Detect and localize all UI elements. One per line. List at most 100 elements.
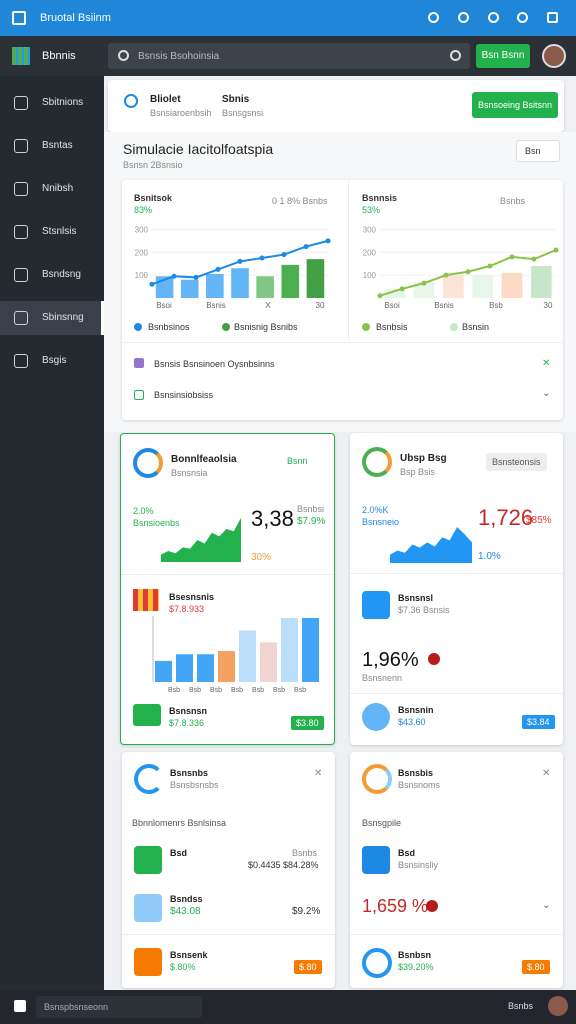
big-sub: Bsnsnenn — [362, 673, 403, 683]
item-right: $9.2% — [292, 906, 321, 917]
chart-title: Bsnnsis — [362, 193, 398, 203]
item-value: $43.08 — [170, 906, 201, 917]
bar — [155, 660, 172, 682]
sidebar-item[interactable]: Stsnlsis — [0, 215, 104, 249]
bar — [176, 654, 193, 682]
app-icon — [12, 11, 26, 25]
donut-icon — [134, 764, 164, 794]
sidebar-label: Bsntas — [42, 140, 73, 151]
sidebar-item[interactable]: Bsndsng — [0, 258, 104, 292]
close[interactable]: ✕ — [542, 768, 551, 779]
sidebar-item[interactable]: Sbitnions — [0, 86, 104, 120]
legend-label: Bsnsin — [462, 322, 490, 332]
divider — [350, 934, 563, 935]
chevron[interactable]: ⌄ — [542, 900, 551, 911]
tile — [362, 846, 390, 874]
divider — [350, 573, 563, 574]
sidebar-label: Sbinsnng — [42, 312, 84, 323]
card-action[interactable]: Bsnsteonsis — [486, 453, 547, 471]
dropdown[interactable]: Bsn — [516, 140, 560, 162]
y-tick-label: 100 — [363, 271, 377, 280]
sidebar-icon — [14, 96, 28, 110]
row-icon — [134, 358, 144, 368]
card-title: Bsnsbis — [398, 768, 434, 778]
x-tick-label: Bsb — [231, 687, 243, 694]
legend-dot — [362, 323, 370, 331]
item-name: Bsnsenk — [170, 950, 208, 960]
tab-sub: Bsnsgsnsi — [222, 108, 264, 118]
row-title: Bbnnlomenrs Bsnlsinsa — [132, 818, 227, 828]
sidebar-label: Stsnlsis — [42, 226, 77, 237]
card-title: Bsnsnsl — [398, 593, 434, 603]
footer-value: $43.60 — [398, 717, 426, 727]
avatar[interactable] — [542, 44, 566, 68]
sidebar-item[interactable]: Nnibsh — [0, 172, 104, 206]
mini-label: Bsnbsi — [297, 504, 325, 514]
bar — [281, 264, 300, 298]
bar — [531, 266, 552, 298]
legend-label: Bsnbsis — [376, 322, 408, 332]
search-placeholder: Bsnsis Bsohoinsia — [138, 51, 220, 62]
home-icon[interactable] — [14, 1000, 26, 1012]
bar — [281, 617, 298, 682]
tab-title[interactable]: Sbnis — [222, 94, 250, 105]
sidebar-icon — [14, 139, 28, 153]
footer-value: $7.8.336 — [169, 718, 205, 728]
item-name: Bsd — [170, 848, 188, 858]
tab-sub: Bsnsiaroenbsih — [150, 108, 212, 118]
page-subtitle: Bsnsn 2Bsnsio — [123, 160, 183, 170]
sidebar-item[interactable]: Bsntas — [0, 129, 104, 163]
nav-button[interactable]: Bsn Bsnn — [476, 44, 530, 68]
sidebar-icon — [14, 268, 28, 282]
x-tick-label: Bsoi — [384, 301, 400, 310]
search-box[interactable]: Bsnsis Bsohoinsia — [108, 43, 470, 69]
card: Ubsp Bsg Bsp Bsis Bsnsteonsis 2.0%K Bsns… — [350, 433, 563, 745]
donut-icon — [133, 448, 163, 478]
row-label[interactable]: Bsnsis Bsnsinoen Oysnbsinns — [154, 359, 275, 369]
page-title: Simulacie Iacitolfoatspia — [123, 141, 274, 157]
line-point — [421, 280, 427, 286]
card-action[interactable]: Bsnn — [287, 456, 308, 466]
legend-dot — [450, 323, 458, 331]
x-tick-label: 30 — [316, 301, 325, 310]
dot — [428, 653, 440, 665]
header-card: Bliolet Bsnsiaroenbsih Sbnis Bsnsgsnsi B… — [108, 80, 564, 132]
bar — [218, 650, 235, 682]
close[interactable]: ✕ — [314, 768, 323, 779]
stat-sub: Bsnsneio — [362, 517, 400, 527]
line-point — [281, 252, 287, 258]
tab-title[interactable]: Bliolet — [150, 94, 181, 105]
big-value: 1,659 % — [362, 896, 429, 916]
donut-icon — [362, 948, 392, 978]
header-button[interactable]: Bsnsoeing Bsitsnn — [472, 92, 558, 118]
small-value: 30% — [251, 552, 272, 563]
line-point — [171, 273, 177, 279]
sidebar-item[interactable]: Bsgis — [0, 344, 104, 378]
card-sub: Bsnsnoms — [398, 780, 441, 790]
y-tick-label: 200 — [363, 248, 377, 257]
taskbar-search[interactable]: Bsnspbsnseonn — [36, 996, 202, 1018]
bar — [384, 288, 405, 298]
stat: 2.0%K — [362, 505, 389, 515]
bar — [180, 279, 199, 298]
item-name: Bsndss — [170, 894, 203, 904]
legend-dot — [134, 323, 142, 331]
chart-note: Bsnbs — [500, 196, 526, 206]
footer-value: $39.20% — [398, 962, 434, 972]
card-sub: Bsnsnsia — [171, 468, 208, 478]
x-tick-label: Bsoi — [156, 301, 172, 310]
y-tick-label: 200 — [135, 248, 149, 257]
sidebar-icon — [14, 354, 28, 368]
avatar[interactable] — [548, 996, 568, 1016]
bar — [197, 654, 214, 682]
row-label[interactable]: Bsnsinsiobsiss — [154, 390, 214, 400]
line-point — [509, 254, 515, 260]
sidebar-item[interactable]: Sbinsnng — [0, 301, 104, 335]
search-icon — [118, 50, 129, 61]
bar — [306, 259, 325, 298]
footer-title: Bsnbsn — [398, 950, 432, 960]
sidebar-icon — [14, 225, 28, 239]
x-tick-label: Bsb — [252, 687, 264, 694]
line-point — [149, 281, 155, 287]
